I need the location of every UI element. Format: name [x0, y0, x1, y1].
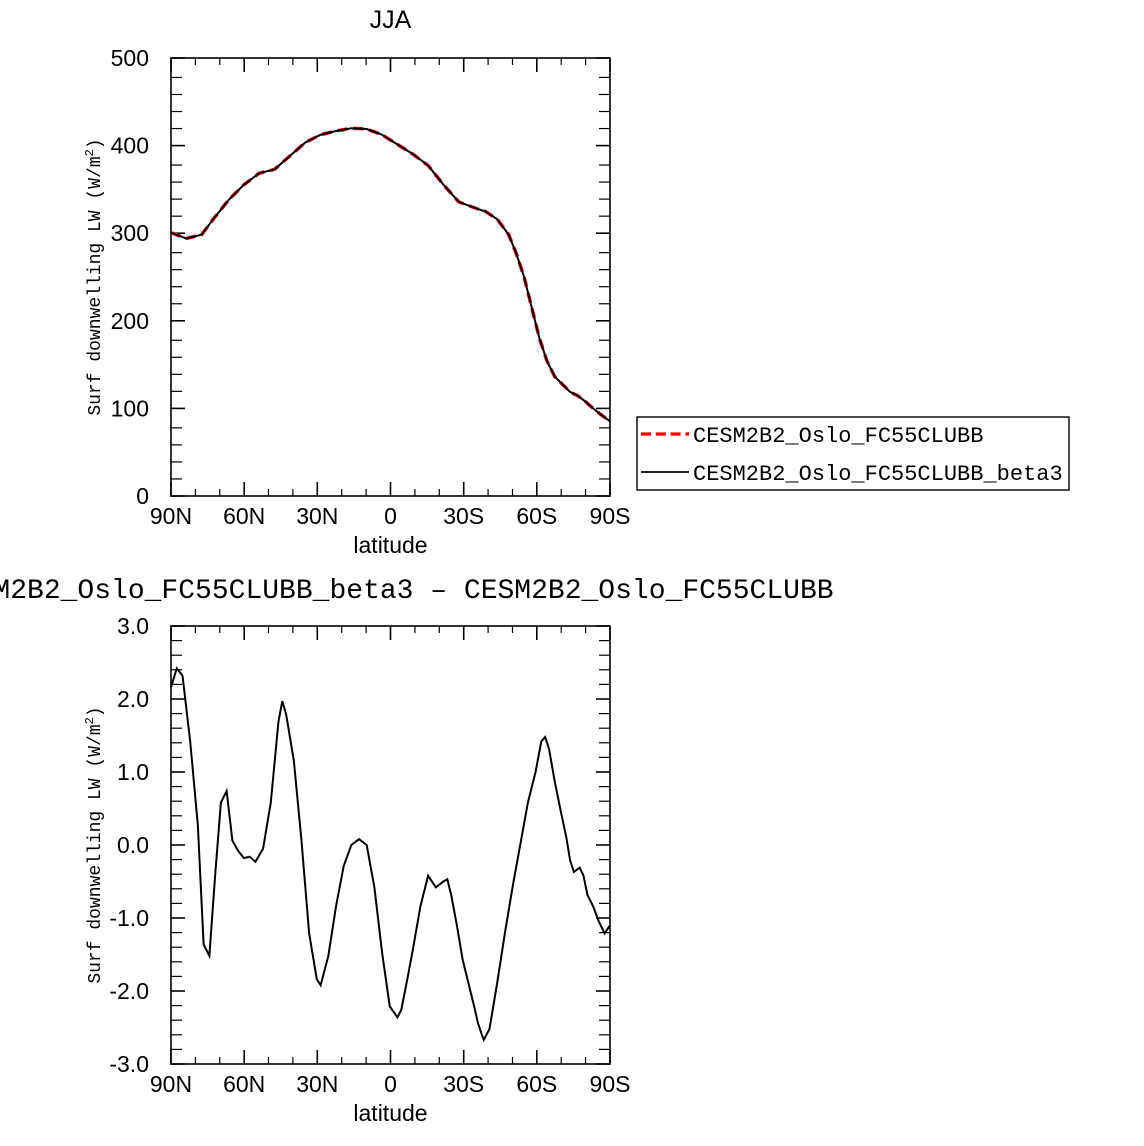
- svg-text:-3.0: -3.0: [109, 1051, 149, 1077]
- svg-text:300: 300: [111, 220, 149, 246]
- svg-text:500: 500: [111, 45, 149, 71]
- svg-text:60S: 60S: [516, 503, 557, 529]
- svg-text:0.0: 0.0: [117, 832, 149, 858]
- svg-text:0: 0: [384, 1071, 397, 1097]
- svg-text:0: 0: [384, 503, 397, 529]
- svg-text:1.0: 1.0: [117, 759, 149, 785]
- svg-text:Surf downwelling LW (W/m2): Surf downwelling LW (W/m2): [83, 706, 106, 983]
- svg-text:200: 200: [111, 308, 149, 334]
- svg-text:CESM2B2_Oslo_FC55CLUBB: CESM2B2_Oslo_FC55CLUBB: [693, 424, 983, 449]
- svg-text:JJA: JJA: [370, 6, 412, 34]
- svg-text:0: 0: [136, 483, 149, 509]
- svg-text:3.0: 3.0: [117, 613, 149, 639]
- svg-text:latitude: latitude: [353, 532, 427, 558]
- svg-text:30N: 30N: [296, 1071, 338, 1097]
- svg-text:60N: 60N: [223, 1071, 265, 1097]
- svg-text:90N: 90N: [150, 503, 192, 529]
- svg-text:CESM2B2_Oslo_FC55CLUBB_beta3: CESM2B2_Oslo_FC55CLUBB_beta3: [693, 462, 1063, 487]
- svg-text:2.0: 2.0: [117, 686, 149, 712]
- svg-text:CESM2B2_Oslo_FC55CLUBB_beta3 –: CESM2B2_Oslo_FC55CLUBB_beta3 – CESM2B2_O…: [0, 576, 834, 607]
- svg-text:400: 400: [111, 133, 149, 159]
- svg-text:60S: 60S: [516, 1071, 557, 1097]
- svg-text:latitude: latitude: [353, 1100, 427, 1126]
- svg-text:90S: 90S: [590, 1071, 631, 1097]
- svg-text:-1.0: -1.0: [109, 905, 149, 931]
- svg-text:90N: 90N: [150, 1071, 192, 1097]
- svg-text:Surf downwelling LW (W/m2): Surf downwelling LW (W/m2): [83, 138, 106, 415]
- svg-text:60N: 60N: [223, 503, 265, 529]
- svg-text:-2.0: -2.0: [109, 978, 149, 1004]
- svg-text:100: 100: [111, 395, 149, 421]
- svg-text:30S: 30S: [443, 1071, 484, 1097]
- svg-text:30S: 30S: [443, 503, 484, 529]
- svg-text:30N: 30N: [296, 503, 338, 529]
- svg-text:90S: 90S: [590, 503, 631, 529]
